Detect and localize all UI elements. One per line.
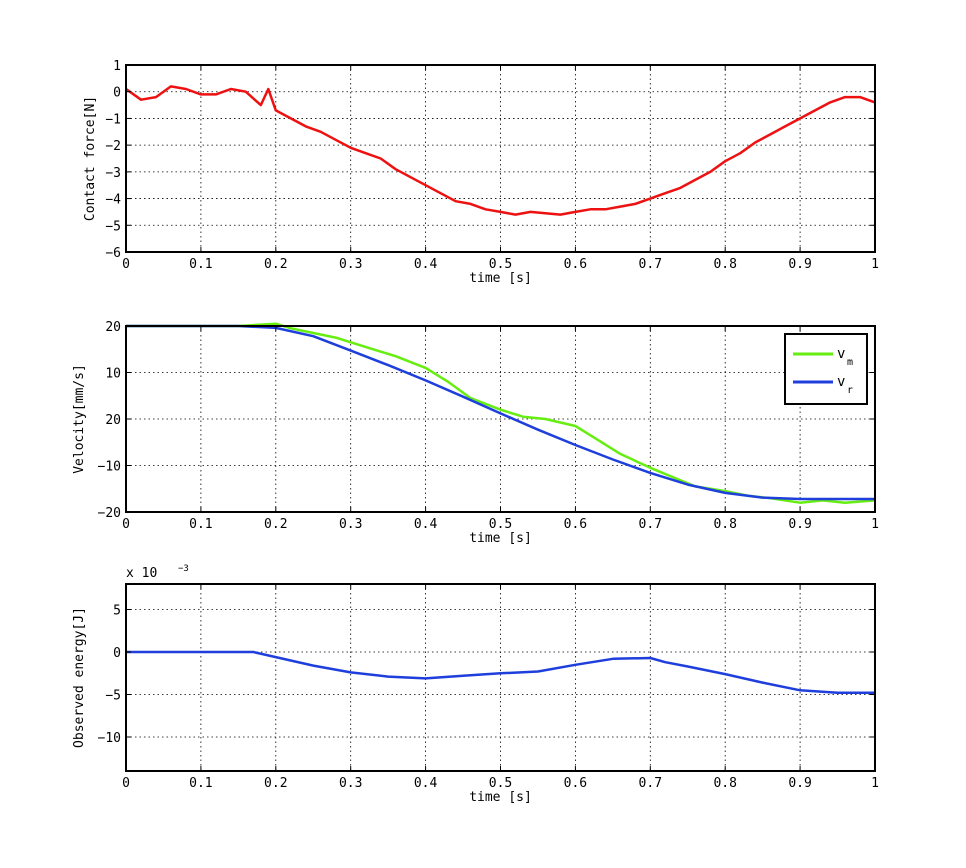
y-tick-label: −3 bbox=[105, 166, 121, 181]
y-tick-label: −20 bbox=[98, 506, 121, 521]
axis-scale-label: x 10 bbox=[126, 566, 157, 581]
x-tick-label: 0.3 bbox=[339, 257, 362, 272]
x-tick-label: 0.5 bbox=[489, 517, 512, 532]
x-tick-label: 0.2 bbox=[264, 257, 287, 272]
axis-scale-exponent: −3 bbox=[178, 564, 189, 574]
x-tick-label: 1 bbox=[871, 517, 879, 532]
y-axis-label: Contact force[N] bbox=[83, 96, 98, 221]
y-axis-label: Observed energy[J] bbox=[72, 607, 87, 748]
y-axis-label: Velocity[mm/s] bbox=[72, 364, 87, 474]
x-tick-label: 0.9 bbox=[788, 517, 811, 532]
x-tick-label: 0.3 bbox=[339, 776, 362, 791]
x-tick-label: 0.8 bbox=[713, 257, 736, 272]
x-tick-label: 1 bbox=[871, 257, 879, 272]
series-line bbox=[126, 650, 875, 695]
y-tick-label: −2 bbox=[105, 139, 121, 154]
x-tick-label: 1 bbox=[871, 776, 879, 791]
x-tick-label: 0.8 bbox=[713, 517, 736, 532]
x-tick-label: 0.1 bbox=[189, 257, 212, 272]
x-tick-label: 0.5 bbox=[489, 257, 512, 272]
y-tick-label: −4 bbox=[105, 193, 121, 208]
y-tick-label: 5 bbox=[113, 604, 121, 619]
x-tick-label: 0.4 bbox=[414, 257, 438, 272]
y-tick-label: 1 bbox=[113, 59, 121, 74]
x-tick-label: 0.1 bbox=[189, 517, 212, 532]
x-tick-label: 0.6 bbox=[564, 257, 587, 272]
legend-box bbox=[784, 333, 868, 405]
y-tick-label: −6 bbox=[105, 246, 121, 261]
x-tick-label: 0.3 bbox=[339, 517, 362, 532]
x-tick-label: 0.6 bbox=[564, 517, 587, 532]
x-tick-label: 0.7 bbox=[639, 257, 662, 272]
y-tick-label: 0 bbox=[113, 646, 121, 661]
y-tick-label: −10 bbox=[98, 731, 121, 746]
x-axis-label: time [s] bbox=[469, 271, 532, 286]
series-line bbox=[125, 85, 876, 216]
y-tick-label: 20 bbox=[105, 320, 121, 335]
legend-label-v: v bbox=[837, 374, 845, 390]
series-line bbox=[126, 324, 875, 501]
y-tick-label: 10 bbox=[105, 367, 121, 382]
legend-label-subscript: m bbox=[847, 357, 853, 368]
x-tick-label: 0.4 bbox=[414, 776, 438, 791]
legend-label-subscript: r bbox=[847, 385, 853, 396]
x-tick-label: 0 bbox=[122, 776, 130, 791]
y-tick-label: −1 bbox=[105, 112, 121, 127]
y-tick-label: 0 bbox=[113, 86, 121, 101]
x-tick-label: 0.2 bbox=[264, 776, 287, 791]
x-tick-label: 0.6 bbox=[564, 776, 587, 791]
y-tick-label: −5 bbox=[105, 689, 121, 704]
y-tick-label: 20 bbox=[105, 413, 121, 428]
x-tick-label: 0.7 bbox=[639, 776, 662, 791]
y-tick-label: −10 bbox=[98, 460, 121, 475]
y-tick-label: −5 bbox=[105, 219, 121, 234]
x-axis-label: time [s] bbox=[469, 531, 532, 546]
x-tick-label: 0.1 bbox=[189, 776, 212, 791]
x-tick-label: 0.8 bbox=[713, 776, 736, 791]
x-tick-label: 0.7 bbox=[639, 517, 662, 532]
legend-label-v: v bbox=[837, 346, 845, 362]
x-tick-label: 0.2 bbox=[264, 517, 287, 532]
x-tick-label: 0.9 bbox=[788, 776, 811, 791]
x-tick-label: 0.5 bbox=[489, 776, 512, 791]
x-tick-label: 0 bbox=[122, 257, 130, 272]
x-tick-label: 0.4 bbox=[414, 517, 438, 532]
x-axis-label: time [s] bbox=[469, 790, 532, 805]
x-tick-label: 0 bbox=[122, 517, 130, 532]
x-tick-label: 0.9 bbox=[788, 257, 811, 272]
